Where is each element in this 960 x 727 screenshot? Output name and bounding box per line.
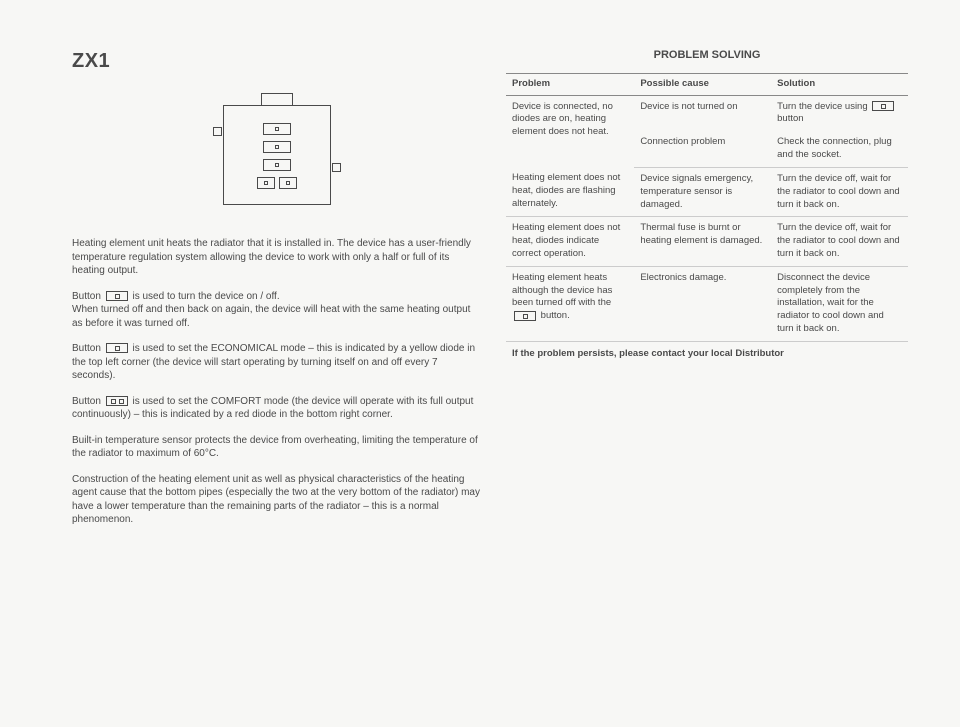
table-row: Heating element does not heat, diodes in… [506,217,908,266]
right-column: PROBLEM SOLVING Problem Possible cause S… [506,48,908,539]
comfort-paragraph: Button is used to set the COMFORT mode (… [72,395,482,422]
text-suffix: is used to turn the device on / off. [132,291,279,302]
table-row: Device is connected, no diodes are on, h… [506,95,908,131]
construction-paragraph: Construction of the heating element unit… [72,473,482,527]
solution-cell: Disconnect the device completely from th… [771,266,908,341]
solution-cell: Turn the device off, wait for the radiat… [771,167,908,216]
solution-cell: Turn the device using button [771,95,908,131]
table-row: Heating element heats although the devic… [506,266,908,341]
text-suffix: is used to set the COMFORT mode (the dev… [72,396,473,421]
text: Heating element heats although the devic… [512,272,612,309]
cause-cell: Electronics damage. [634,266,771,341]
problem-cell: Heating element does not heat, diodes in… [506,217,634,266]
solution-cell: Check the connection, plug and the socke… [771,131,908,167]
text: Turn the device using [777,101,867,112]
eco-button-icon [106,343,128,353]
sensor-paragraph: Built-in temperature sensor protects the… [72,434,482,461]
continue-text: When turned off and then back on again, … [72,303,482,330]
cause-cell: Device is not turned on [634,95,771,131]
on-off-paragraph: Button is used to turn the device on / o… [72,290,482,331]
power-button-icon [514,311,536,321]
cause-cell: Connection problem [634,131,771,167]
text-suffix: is used to set the ECONOMICAL mode – thi… [72,343,475,381]
problem-solving-title: PROBLEM SOLVING [506,48,908,63]
comfort-button-icon [106,396,128,406]
col-cause: Possible cause [634,73,771,95]
text-prefix: Button [72,343,101,354]
left-column: ZX1 Heating element unit heats the radia… [72,48,482,539]
table-row: Heating element does not heat, diodes ar… [506,167,908,216]
table-footer: If the problem persists, please contact … [506,342,908,367]
solution-cell: Turn the device off, wait for the radiat… [771,217,908,266]
text-prefix: Button [72,396,101,407]
col-problem: Problem [506,73,634,95]
text-prefix: Button [72,291,101,302]
table-header-row: Problem Possible cause Solution [506,73,908,95]
cause-cell: Device signals emergency, temperature se… [634,167,771,216]
power-button-icon [106,291,128,301]
text: button [777,113,803,124]
economical-paragraph: Button is used to set the ECONOMICAL mod… [72,342,482,383]
problem-cell: Device is connected, no diodes are on, h… [506,95,634,167]
intro-paragraph: Heating element unit heats the radiator … [72,237,482,278]
problem-cell: Heating element does not heat, diodes ar… [506,167,634,216]
device-diagram [72,93,482,213]
col-solution: Solution [771,73,908,95]
power-button-icon [872,101,894,111]
text: button. [541,310,570,321]
cause-cell: Thermal fuse is burnt or heating element… [634,217,771,266]
problem-cell: Heating element heats although the devic… [506,266,634,341]
manual-page: ZX1 Heating element unit heats the radia… [72,48,908,539]
product-title: ZX1 [72,48,482,75]
troubleshooting-table: Problem Possible cause Solution Device i… [506,73,908,342]
